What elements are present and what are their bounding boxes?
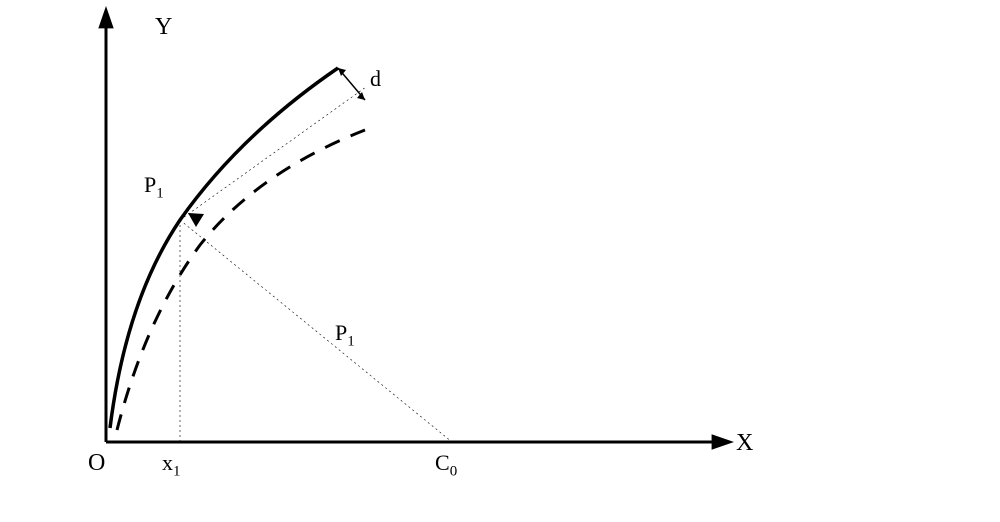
d-arrow-2 xyxy=(357,92,365,100)
diagram-container: Y X O x1 C0 P1 P1 d xyxy=(0,0,1000,517)
y-axis-arrow xyxy=(98,6,113,28)
p1u-text: P xyxy=(144,172,156,197)
p1-arrowhead xyxy=(188,213,204,227)
thin-tangent xyxy=(180,87,366,220)
p1-lower-label: P1 xyxy=(335,320,355,350)
d-label: d xyxy=(370,66,381,92)
x1-text: x xyxy=(162,450,173,475)
p1l-text: P xyxy=(335,320,347,345)
c0-label: C0 xyxy=(435,450,457,480)
d-arrow-1 xyxy=(338,68,346,76)
diagram-svg xyxy=(0,0,1000,517)
solid-curve xyxy=(110,68,338,428)
p1u-sub: 1 xyxy=(156,185,164,201)
c0-sub: 0 xyxy=(450,463,458,479)
x-axis-arrow xyxy=(712,434,734,449)
y-axis-label: Y xyxy=(155,14,172,41)
x-axis-label: X xyxy=(736,430,753,457)
x1-sub: 1 xyxy=(173,463,181,479)
c0-text: C xyxy=(435,450,450,475)
origin-label: O xyxy=(88,450,105,477)
x1-label: x1 xyxy=(162,450,181,480)
p1l-sub: 1 xyxy=(347,333,355,349)
p1-upper-label: P1 xyxy=(144,172,164,202)
thin-radius xyxy=(180,220,452,442)
